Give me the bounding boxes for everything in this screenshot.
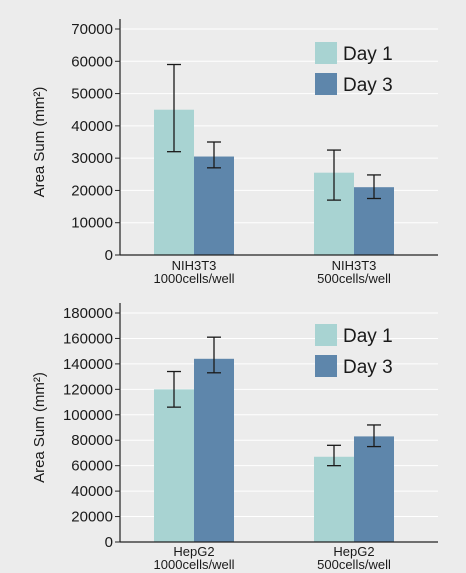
bar-day3 bbox=[354, 436, 394, 542]
error-bar bbox=[207, 336, 221, 374]
y-tick-label: 60000 bbox=[71, 458, 113, 475]
error-bar bbox=[327, 444, 341, 467]
bar-day1 bbox=[154, 389, 194, 542]
y-tick-label: 100000 bbox=[63, 407, 113, 424]
error-bar bbox=[167, 370, 181, 408]
y-tick-label: 140000 bbox=[63, 356, 113, 373]
legend-label-day3: Day 3 bbox=[343, 357, 393, 378]
x-category-label: NIH3T3 bbox=[172, 258, 217, 273]
y-axis-title: Area Sum (mm²) bbox=[31, 372, 48, 483]
y-tick-label: 120000 bbox=[63, 381, 113, 398]
error-bar bbox=[167, 63, 181, 153]
y-tick-label: 70000 bbox=[71, 21, 113, 38]
chart-panel-2: 0 20000 40000 60000 80000 100000 120000 140000 1… bbox=[31, 303, 438, 572]
x-category-sublabel: 1000cells/well bbox=[154, 557, 235, 572]
x-category-sublabel: 1000cells/well bbox=[154, 271, 235, 286]
y-tick-label: 50000 bbox=[71, 86, 113, 103]
y-tick-label: 20000 bbox=[71, 509, 113, 526]
y-tick-label: 10000 bbox=[71, 215, 113, 232]
chart-panel-1: 0 10000 20000 30000 40000 50000 60000 70000 NIH3… bbox=[31, 19, 438, 286]
y-tick-label: 0 bbox=[105, 247, 113, 264]
y-tick-label: 80000 bbox=[71, 432, 113, 449]
x-category-label: HepG2 bbox=[173, 544, 214, 559]
bar-day1 bbox=[314, 456, 354, 542]
legend-swatch-day3 bbox=[315, 73, 337, 95]
legend-label-day3: Day 3 bbox=[343, 75, 393, 96]
y-tick-label: 0 bbox=[105, 534, 113, 551]
error-bar bbox=[327, 149, 341, 201]
y-tick-label: 180000 bbox=[63, 305, 113, 322]
legend-swatch-day1 bbox=[315, 324, 337, 346]
error-bar bbox=[367, 424, 381, 448]
bar-day3 bbox=[194, 156, 234, 255]
legend-swatch-day1 bbox=[315, 42, 337, 64]
x-category-label: HepG2 bbox=[333, 544, 374, 559]
x-category-sublabel: 500cells/well bbox=[317, 271, 391, 286]
y-tick-label: 40000 bbox=[71, 483, 113, 500]
x-category-sublabel: 500cells/well bbox=[317, 557, 391, 572]
legend-label-day1: Day 1 bbox=[343, 326, 393, 347]
error-bar bbox=[207, 141, 221, 169]
x-category-label: NIH3T3 bbox=[332, 258, 377, 273]
y-tick-label: 160000 bbox=[63, 330, 113, 347]
bar-day3 bbox=[194, 358, 234, 542]
y-tick-label: 20000 bbox=[71, 182, 113, 199]
legend-swatch-day3 bbox=[315, 355, 337, 377]
y-tick-label: 40000 bbox=[71, 118, 113, 135]
legend-label-day1: Day 1 bbox=[343, 44, 393, 65]
y-tick-label: 30000 bbox=[71, 150, 113, 167]
error-bar bbox=[367, 174, 381, 200]
y-axis-title: Area Sum (mm²) bbox=[31, 87, 48, 198]
y-tick-label: 60000 bbox=[71, 53, 113, 70]
